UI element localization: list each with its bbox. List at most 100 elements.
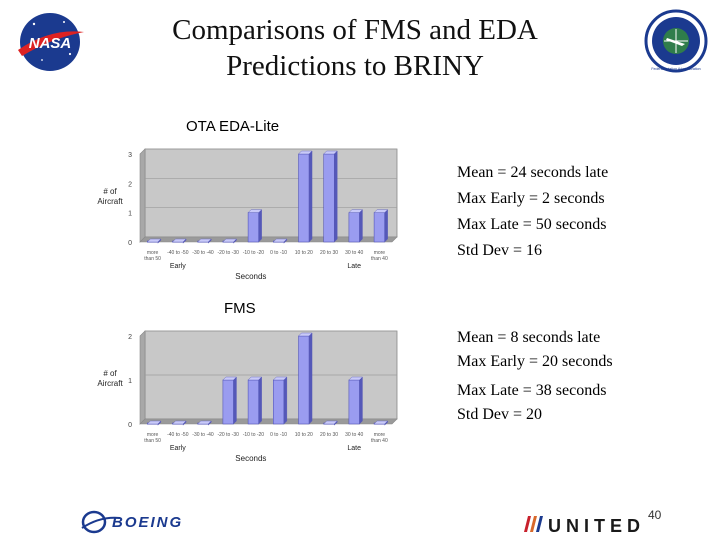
title-line-1: Comparisons of FMS and EDA	[172, 14, 538, 46]
faa-logo-text: Federal Aviation Administration	[651, 67, 700, 71]
bar-side	[258, 209, 262, 243]
bar-side	[258, 376, 262, 425]
bar-side	[334, 150, 338, 243]
bar	[247, 376, 263, 425]
stats-fms-max-early: Max Early = 20 seconds	[457, 353, 613, 370]
bar	[197, 420, 212, 426]
bar	[247, 209, 263, 243]
boeing-logo-mark	[81, 510, 107, 534]
plot-side-wall	[139, 148, 146, 243]
x-tick-label: 20 to 30	[320, 432, 338, 438]
stats-eda-mean: Mean = 24 seconds late	[457, 164, 609, 181]
bar	[272, 238, 288, 244]
x-tick-label: -40 to -50	[167, 432, 189, 438]
bar-side	[283, 238, 288, 244]
united-logo-stripe-blue	[536, 516, 543, 532]
boeing-logo: BOEING	[81, 510, 181, 534]
bar	[373, 420, 389, 426]
stats-eda-std-dev: Std Dev = 16	[457, 242, 543, 259]
stats-fms-std-dev: Std Dev = 20	[457, 406, 543, 423]
plot-side-wall	[139, 330, 146, 425]
bar-front	[222, 379, 234, 425]
bar-front	[247, 379, 259, 425]
stats-eda-max-late: Max Late = 50 seconds	[457, 216, 607, 233]
stats-eda: Mean = 24 seconds late Max Early = 2 sec…	[457, 160, 608, 264]
faa-logo-plane	[666, 38, 685, 46]
x-tick-label: than 50	[144, 438, 161, 444]
bar	[272, 376, 288, 425]
x-axis-label: Seconds	[235, 454, 266, 463]
bar-side	[182, 420, 187, 426]
bar-side	[208, 238, 212, 244]
x-tick-label: -30 to -40	[192, 432, 214, 438]
bar	[172, 238, 187, 244]
bar-side	[384, 420, 388, 426]
y-axis-label: # of	[103, 187, 117, 196]
bar	[222, 376, 237, 425]
chart-fms-title: FMS	[224, 300, 256, 317]
x-tick-label: -10 to -20	[243, 250, 265, 256]
bar-front	[373, 212, 385, 243]
x-tick-label: -10 to -20	[243, 432, 265, 438]
slide-number: 40	[648, 508, 662, 522]
x-tick-label: more	[374, 432, 386, 438]
bar	[348, 209, 363, 243]
y-axis-label: Aircraft	[97, 379, 123, 388]
late-label: Late	[347, 445, 361, 452]
bar-front	[273, 379, 285, 425]
y-tick-label: 2	[128, 181, 132, 188]
bar	[146, 420, 162, 426]
united-logo-stripe-red	[524, 516, 531, 532]
nasa-logo-text: NASA	[29, 35, 72, 52]
bar	[222, 238, 237, 244]
bar	[323, 150, 338, 243]
x-tick-label: 0 to -10	[270, 432, 287, 438]
x-tick-label: 30 to 40	[345, 432, 363, 438]
united-logo-text: UNITED	[548, 516, 645, 536]
bar-side	[384, 209, 388, 243]
chart-eda-title: OTA EDA-Lite	[186, 118, 280, 135]
nasa-logo: NASA	[18, 13, 84, 71]
bar-front	[348, 379, 360, 425]
bar	[197, 238, 212, 244]
nasa-logo-swoosh	[18, 31, 84, 56]
stats-eda-max-early: Max Early = 2 seconds	[457, 190, 605, 207]
y-tick-label: 2	[128, 334, 132, 341]
x-tick-label: -20 to -30	[217, 250, 239, 256]
bar-side	[334, 420, 338, 426]
early-label: Early	[170, 263, 186, 270]
bar	[373, 209, 389, 243]
faa-logo: Federal Aviation Administration	[644, 9, 708, 73]
x-tick-label: more	[374, 250, 386, 256]
bar	[172, 420, 187, 426]
united-logo-stripe-orange	[530, 516, 537, 532]
bar	[323, 420, 338, 426]
early-label: Early	[170, 445, 186, 452]
late-label: Late	[347, 263, 361, 270]
stats-fms: Mean = 8 seconds late Max Early = 20 sec…	[457, 326, 613, 427]
bar-side	[208, 420, 212, 426]
page-title: Comparisons of FMS and EDA Predictions t…	[120, 12, 590, 84]
x-tick-label: than 40	[371, 256, 388, 262]
x-axis-label: Seconds	[235, 272, 266, 281]
bar-front	[298, 335, 310, 425]
x-tick-label: -30 to -40	[192, 250, 214, 256]
bar-front	[323, 153, 335, 243]
bar-side	[157, 420, 162, 426]
x-tick-label: 30 to 40	[345, 250, 363, 256]
bar-side	[233, 238, 237, 244]
stats-fms-max-late: Max Late = 38 seconds	[457, 382, 607, 399]
x-tick-label: than 40	[371, 438, 388, 444]
title-line-2: Predictions to BRINY	[226, 50, 484, 82]
x-tick-label: 10 to 20	[295, 432, 313, 438]
bar-side	[283, 376, 288, 425]
y-axis-label: # of	[103, 369, 117, 378]
x-tick-label: 0 to -10	[270, 250, 287, 256]
y-axis-label: Aircraft	[97, 197, 123, 206]
x-tick-label: 20 to 30	[320, 250, 338, 256]
bar-side	[359, 376, 363, 425]
y-tick-label: 0	[128, 422, 132, 429]
bar-side	[359, 209, 363, 243]
